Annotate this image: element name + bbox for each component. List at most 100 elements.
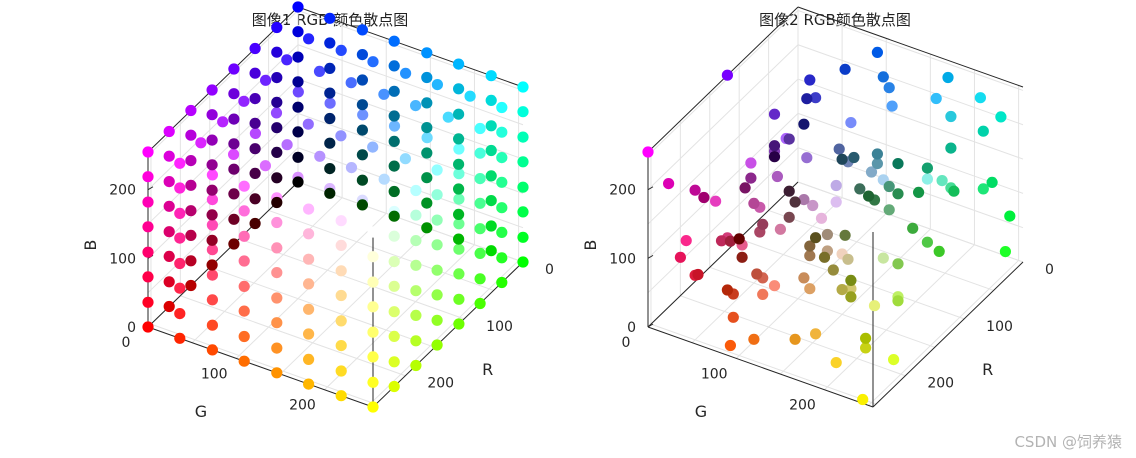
watermark: CSDN @饲养猿	[1014, 433, 1122, 451]
scatter-point	[453, 193, 465, 205]
scatter-point	[367, 326, 379, 338]
scatter-point	[453, 318, 465, 330]
scatter-point	[877, 71, 889, 83]
scatter-point	[886, 100, 898, 112]
scatter-point	[249, 127, 261, 139]
scatter-point	[281, 54, 293, 66]
scatter-point	[249, 93, 261, 105]
z-axis-label: B	[81, 240, 100, 251]
scatter-point	[174, 257, 186, 270]
scatter-point	[871, 158, 884, 170]
scatter-point	[517, 206, 529, 218]
scatter-point	[748, 197, 760, 209]
scatter-point	[174, 282, 186, 294]
scatter-point	[206, 159, 218, 171]
grid-line	[147, 147, 299, 294]
axis-line	[797, 6, 1024, 88]
scatter-point	[388, 120, 401, 132]
grid-line	[868, 260, 1019, 406]
scatter-point	[736, 251, 748, 263]
scatter-point	[270, 107, 283, 119]
scatter-point	[421, 122, 433, 134]
grid-line	[780, 228, 931, 375]
scatter-point	[303, 353, 315, 365]
scatter-point	[977, 183, 989, 195]
scatter-point	[410, 209, 422, 221]
scatter-point	[238, 95, 250, 107]
scatter-point	[388, 35, 400, 47]
scatter-point	[335, 44, 347, 57]
scatter-point	[733, 233, 745, 245]
scatter-point	[206, 169, 218, 181]
scatter-point	[185, 104, 197, 117]
scatter-point	[238, 355, 250, 367]
scatter-point	[485, 245, 497, 257]
scatter-point	[356, 149, 368, 161]
grid-line	[297, 9, 524, 91]
grid-line	[647, 113, 799, 259]
scatter-point	[163, 276, 175, 288]
scatter-point	[453, 133, 465, 145]
scatter-point	[324, 62, 336, 74]
g-axis-label: G	[695, 402, 707, 421]
scatter-point	[206, 259, 218, 271]
scatter-point	[517, 156, 529, 168]
scatter-point	[757, 288, 769, 300]
scatter-point	[303, 328, 315, 340]
scatter-point	[367, 56, 379, 68]
scatter-point	[249, 167, 261, 179]
scatter-point	[185, 229, 197, 241]
grid-line	[180, 295, 406, 377]
scatter-point	[877, 252, 889, 264]
grid-line	[297, 147, 524, 229]
scatter-point	[206, 194, 218, 206]
scatter-point	[857, 393, 869, 406]
scatter-point	[410, 309, 422, 321]
scatter-point	[768, 151, 781, 163]
scatter-point	[356, 199, 368, 211]
scatter-point	[680, 235, 692, 247]
scatter-point	[431, 289, 443, 301]
tick-mark	[647, 186, 654, 191]
scatter-point	[388, 185, 400, 198]
grid-line	[797, 147, 1024, 229]
grid-line	[709, 266, 935, 348]
scatter-point	[400, 67, 412, 79]
scatter-point	[431, 314, 443, 326]
scatter-point	[801, 93, 813, 105]
scatter-point	[142, 246, 154, 258]
scatter-point	[163, 300, 175, 313]
scatter-point	[431, 339, 443, 351]
scatter-point	[174, 332, 186, 344]
scatter-point	[292, 51, 304, 63]
scatter-point	[474, 297, 486, 310]
scatter-point	[292, 86, 304, 98]
scatter-point	[249, 42, 261, 55]
grid-line	[297, 44, 524, 126]
scatter-point	[292, 26, 304, 38]
grid-line	[280, 228, 431, 375]
scatter-point	[663, 178, 675, 190]
scatter-point	[163, 176, 175, 188]
scatter-point	[335, 315, 347, 327]
g-axis-label: G	[195, 402, 207, 421]
scatter-point	[789, 333, 801, 345]
scatter-point	[142, 146, 154, 158]
scatter-point	[804, 240, 816, 252]
scatter-point	[163, 150, 175, 162]
scatter-point	[238, 255, 250, 267]
scatter-point	[821, 228, 834, 241]
scatter-point	[142, 321, 154, 333]
scatter-point	[356, 74, 368, 86]
scatter-point	[271, 317, 283, 329]
scatter-point	[238, 305, 250, 317]
scatter-point	[674, 251, 687, 263]
scatter-point	[292, 176, 304, 188]
scatter-point	[345, 77, 357, 89]
scatter-point	[185, 179, 197, 191]
scatter-point	[292, 76, 304, 88]
scatter-point	[768, 280, 781, 292]
scatter-point	[356, 124, 368, 136]
scatter-point	[421, 47, 433, 59]
